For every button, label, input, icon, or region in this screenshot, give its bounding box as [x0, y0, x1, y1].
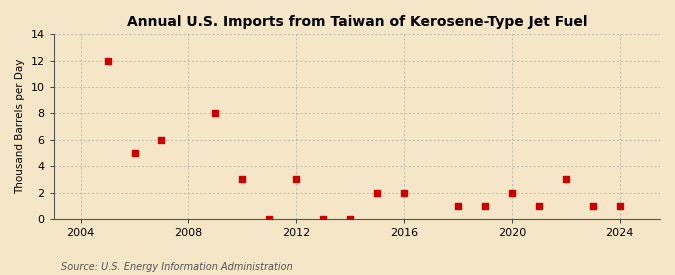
Point [452, 204, 463, 208]
Point [264, 217, 275, 221]
Point [129, 151, 140, 155]
Point [506, 190, 517, 195]
Point [587, 204, 598, 208]
Point [479, 204, 490, 208]
Title: Annual U.S. Imports from Taiwan of Kerosene-Type Jet Fuel: Annual U.S. Imports from Taiwan of Keros… [127, 15, 587, 29]
Point [560, 177, 571, 182]
Point [210, 111, 221, 116]
Text: Source: U.S. Energy Information Administration: Source: U.S. Energy Information Administ… [61, 262, 292, 272]
Point [345, 217, 356, 221]
Point [372, 190, 383, 195]
Point [156, 138, 167, 142]
Point [399, 190, 410, 195]
Point [237, 177, 248, 182]
Point [102, 59, 113, 63]
Point [318, 217, 329, 221]
Point [614, 204, 625, 208]
Point [291, 177, 302, 182]
Point [533, 204, 544, 208]
Y-axis label: Thousand Barrels per Day: Thousand Barrels per Day [15, 59, 25, 194]
